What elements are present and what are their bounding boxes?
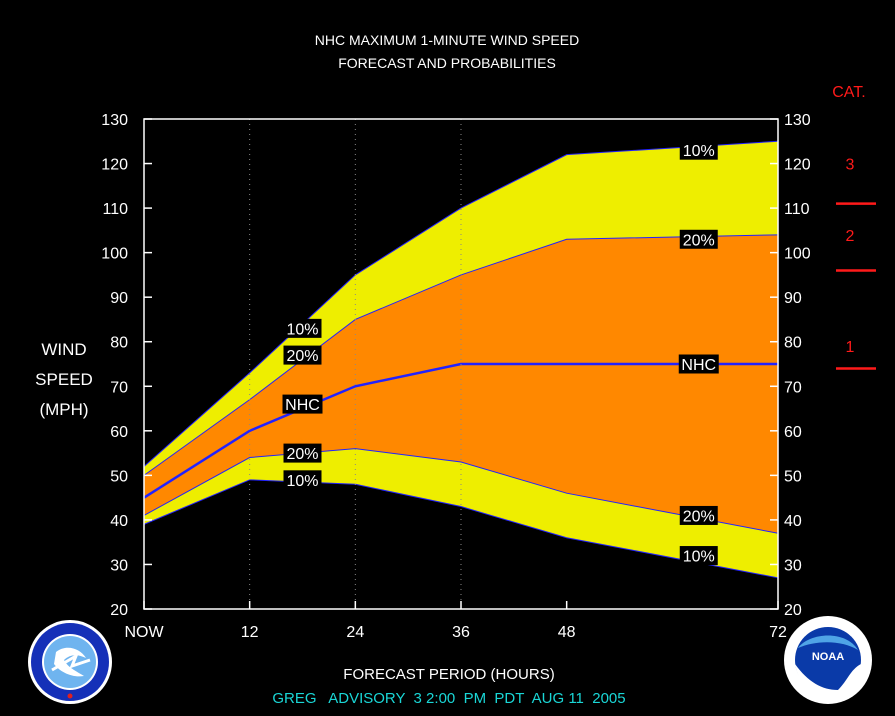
label-box	[679, 229, 718, 249]
label-box	[678, 354, 719, 374]
noaa-logo-wordmark: NOAA	[812, 651, 844, 663]
x-tick-label: 12	[241, 624, 259, 641]
y-tick-label-right: 20	[784, 602, 802, 619]
y-tick-label-left: 130	[101, 112, 128, 129]
x-tick-label: 24	[346, 624, 364, 641]
series-line-1	[143, 234, 779, 476]
y-tick-label-right: 80	[784, 335, 802, 352]
series-line-3	[143, 448, 779, 534]
advisory-text: GREG ADVISORY 3 2:00 PM PDT AUG 11 2005	[272, 690, 625, 707]
y-tick-label-left: 30	[110, 557, 128, 574]
y-tick-label-right: 30	[784, 557, 802, 574]
band-label: 20%	[683, 232, 715, 249]
band-label: 10%	[286, 321, 318, 338]
x-tick-label: 72	[769, 624, 787, 641]
band-label: 20%	[683, 508, 715, 525]
x-axis-label: FORECAST PERIOD (HOURS)	[343, 666, 554, 683]
y-tick-label-right: 60	[784, 424, 802, 441]
y-tick-label-right: 120	[784, 157, 811, 174]
label-box	[283, 345, 322, 365]
label-box	[679, 546, 718, 566]
noaa-logo: NOAA	[784, 616, 872, 704]
chart-title-line2: FORECAST AND PROBABILITIES	[338, 55, 556, 71]
chart-title-line1: NHC MAXIMUM 1-MINUTE WIND SPEED	[315, 32, 579, 48]
y-tick-label-left: 20	[110, 602, 128, 619]
y-tick-label-right: 40	[784, 513, 802, 530]
x-tick-label: 36	[452, 624, 470, 641]
band-label: 10%	[683, 143, 715, 160]
y-tick-label-right: 70	[784, 379, 802, 396]
nws-logo	[28, 620, 112, 704]
category-label: 1	[846, 339, 855, 356]
forecast-lines	[143, 140, 779, 579]
y-tick-label-right: 130	[784, 112, 811, 129]
band-label: 10%	[683, 549, 715, 566]
label-box	[679, 505, 718, 525]
y-tick-label-left: 120	[101, 157, 128, 174]
y-tick-label-right: 110	[784, 201, 810, 218]
category-label: 2	[846, 228, 855, 245]
ylabel-line3: (MPH)	[39, 400, 88, 419]
band-label: 20%	[286, 348, 318, 365]
band-labels: 10% 20% NHC 20% 10% 10% 20% NHC 20% 10%	[282, 140, 719, 566]
x-tick-label: 48	[558, 624, 576, 641]
category-label: 3	[846, 157, 855, 174]
ylabel-line2: SPEED	[35, 370, 93, 389]
category-scale: 1 2 3	[836, 157, 876, 370]
y-tick-label-left: 50	[110, 468, 128, 485]
y-tick-label-right: 100	[784, 246, 811, 263]
grid-lines	[249, 119, 462, 609]
y-tick-label-left: 80	[110, 335, 128, 352]
label-box	[283, 470, 322, 490]
series-line-0	[143, 140, 779, 467]
label-box	[283, 318, 322, 338]
nhc-forecast-line	[143, 362, 778, 499]
axis-ticks: 20 20 30 30 40 40 50 50 60 60 70 70 80 80 90 90 100 100 11…	[101, 112, 811, 641]
y-tick-label-right: 50	[784, 468, 802, 485]
y-tick-label-left: 100	[101, 246, 128, 263]
label-box	[283, 443, 322, 463]
x-tick-label: NOW	[124, 624, 164, 641]
ylabel-line1: WIND	[41, 340, 86, 359]
label-box	[679, 140, 718, 160]
category-title: CAT.	[832, 84, 865, 101]
y-tick-label-left: 110	[102, 201, 128, 218]
y-tick-label-left: 40	[110, 513, 128, 530]
y-tick-label-left: 70	[110, 379, 128, 396]
label-box	[282, 394, 323, 414]
series-line-4	[143, 479, 779, 579]
band-label: 20%	[286, 446, 318, 463]
band-label: NHC	[681, 357, 716, 374]
y-tick-label-left: 60	[110, 424, 128, 441]
band-label: 10%	[286, 473, 318, 490]
y-tick-label-left: 90	[110, 290, 128, 307]
y-tick-label-right: 90	[784, 290, 802, 307]
band-label: NHC	[285, 397, 320, 414]
